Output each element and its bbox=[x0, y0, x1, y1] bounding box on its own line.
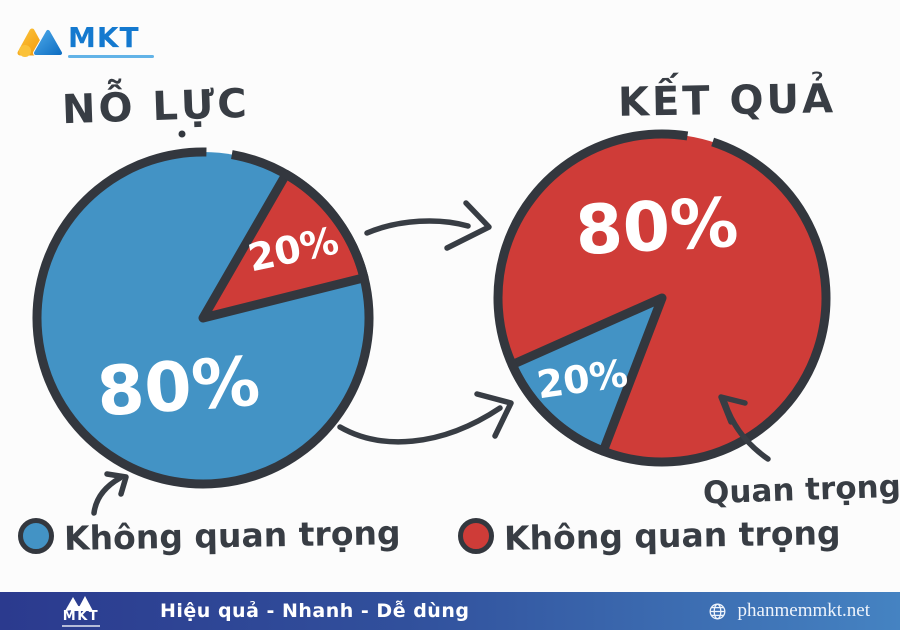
mkt-logo: MKT bbox=[16, 22, 154, 58]
footer-logo-text: MKT bbox=[62, 609, 100, 624]
annotation-quan-trong: Quan trọng bbox=[702, 468, 900, 512]
mkt-logo-text: MKT bbox=[68, 21, 140, 54]
arrow-top-effort-to-result bbox=[364, 200, 492, 251]
mkt-logo-tagline bbox=[68, 55, 154, 58]
right-pie-outline bbox=[493, 129, 831, 467]
legend-item-not-important-blue: Không quan trọng bbox=[18, 513, 401, 558]
footer-slogan: Hiệu quả - Nhanh - Dễ dùng bbox=[160, 600, 470, 622]
left-pie-effort: 80% 20% bbox=[32, 130, 374, 489]
left-pie-sketch-dot bbox=[178, 130, 186, 138]
left-pie-outline bbox=[32, 147, 374, 489]
legend-label: Không quan trọng bbox=[503, 513, 841, 558]
footer-mkt-logo: MKT bbox=[62, 594, 100, 627]
left-pie-big-label: 80% bbox=[94, 342, 262, 432]
legend-swatch-red bbox=[458, 517, 494, 554]
footer-mountains-icon bbox=[65, 596, 93, 611]
legend-swatch-blue bbox=[18, 517, 54, 554]
arrow-bottom-effort-to-result bbox=[337, 391, 514, 445]
footer-website-group: phanmemmkt.net bbox=[709, 592, 870, 630]
right-pie-result: 80% 20% bbox=[493, 129, 831, 467]
globe-icon bbox=[709, 603, 725, 619]
right-pie-big-label: 80% bbox=[573, 184, 740, 271]
legend-item-not-important-red: Không quan trọng bbox=[458, 513, 841, 558]
legend-label: Không quan trọng bbox=[63, 513, 401, 558]
footer-website: phanmemmkt.net bbox=[737, 600, 870, 621]
arrow-quan-trong-to-pie bbox=[718, 394, 771, 462]
mkt-logo-mountains-icon bbox=[17, 28, 63, 57]
arrow-legend-to-left-pie bbox=[91, 471, 129, 516]
footer-logo-tagline bbox=[62, 625, 100, 627]
footer-bar: MKT Hiệu quả - Nhanh - Dễ dùng phanmemmk… bbox=[0, 592, 900, 630]
